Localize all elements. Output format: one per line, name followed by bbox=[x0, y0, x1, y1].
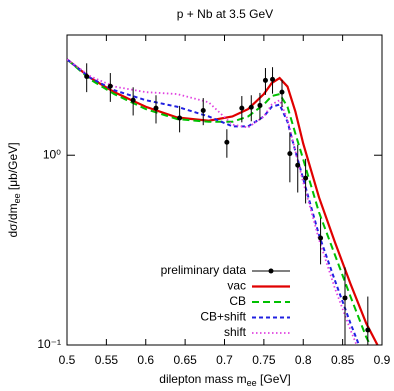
x-tick-label: 0.75 bbox=[252, 353, 276, 367]
y-axis-label: dσ/dmee [μb/GeV] bbox=[6, 142, 22, 237]
series-line bbox=[67, 58, 358, 345]
series-line bbox=[67, 58, 372, 345]
data-point bbox=[270, 76, 276, 82]
x-tick-label: 0.5 bbox=[59, 353, 76, 367]
x-label-sub: ee bbox=[247, 378, 257, 388]
x-tick-label: 0.55 bbox=[95, 353, 119, 367]
x-tick-label: 0.6 bbox=[137, 353, 154, 367]
series-line bbox=[67, 58, 361, 345]
data-point bbox=[224, 139, 230, 145]
data-point bbox=[257, 102, 263, 108]
x-tick-label: 0.8 bbox=[295, 353, 312, 367]
data-point bbox=[279, 89, 285, 95]
data-point bbox=[130, 97, 136, 103]
legend-label: vac bbox=[227, 279, 246, 293]
data-point bbox=[365, 327, 371, 333]
data-point bbox=[287, 151, 293, 157]
y-tick-label: 10⁰ bbox=[43, 147, 61, 161]
data-point bbox=[318, 235, 324, 241]
x-axis-label: dilepton mass mee [GeV] bbox=[159, 372, 290, 388]
y-label-main: dσ/dm bbox=[6, 203, 20, 237]
series-line bbox=[67, 58, 379, 345]
data-point bbox=[239, 105, 245, 111]
data-point bbox=[153, 105, 159, 111]
data-point bbox=[248, 104, 254, 110]
x-label-main: dilepton mass m bbox=[159, 372, 246, 386]
legend-label: shift bbox=[224, 325, 247, 339]
data-point bbox=[295, 162, 301, 168]
y-tick-label: 10⁻¹ bbox=[37, 337, 61, 351]
chart-title: p + Nb at 3.5 GeV bbox=[177, 7, 273, 21]
x-tick-label: 0.85 bbox=[331, 353, 355, 367]
data-point bbox=[303, 175, 309, 181]
plot-area bbox=[67, 58, 379, 345]
legend-label: CB+shift bbox=[200, 310, 246, 324]
y-label-unit: [μb/GeV] bbox=[6, 142, 20, 193]
x-label-unit: [GeV] bbox=[257, 372, 291, 386]
x-tick-label: 0.65 bbox=[173, 353, 197, 367]
plot-frame bbox=[66, 34, 383, 346]
data-point bbox=[107, 83, 113, 89]
y-label-sub: ee bbox=[12, 193, 22, 203]
data-point bbox=[200, 108, 206, 114]
data-point bbox=[342, 295, 348, 301]
x-tick-label: 0.7 bbox=[216, 353, 233, 367]
legend-label: CB bbox=[229, 294, 246, 308]
legend-label: preliminary data bbox=[161, 263, 247, 277]
data-point bbox=[84, 73, 90, 79]
data-point bbox=[262, 77, 268, 83]
data-point bbox=[177, 115, 183, 121]
legend-swatch bbox=[268, 268, 274, 274]
x-tick-label: 0.9 bbox=[374, 353, 391, 367]
